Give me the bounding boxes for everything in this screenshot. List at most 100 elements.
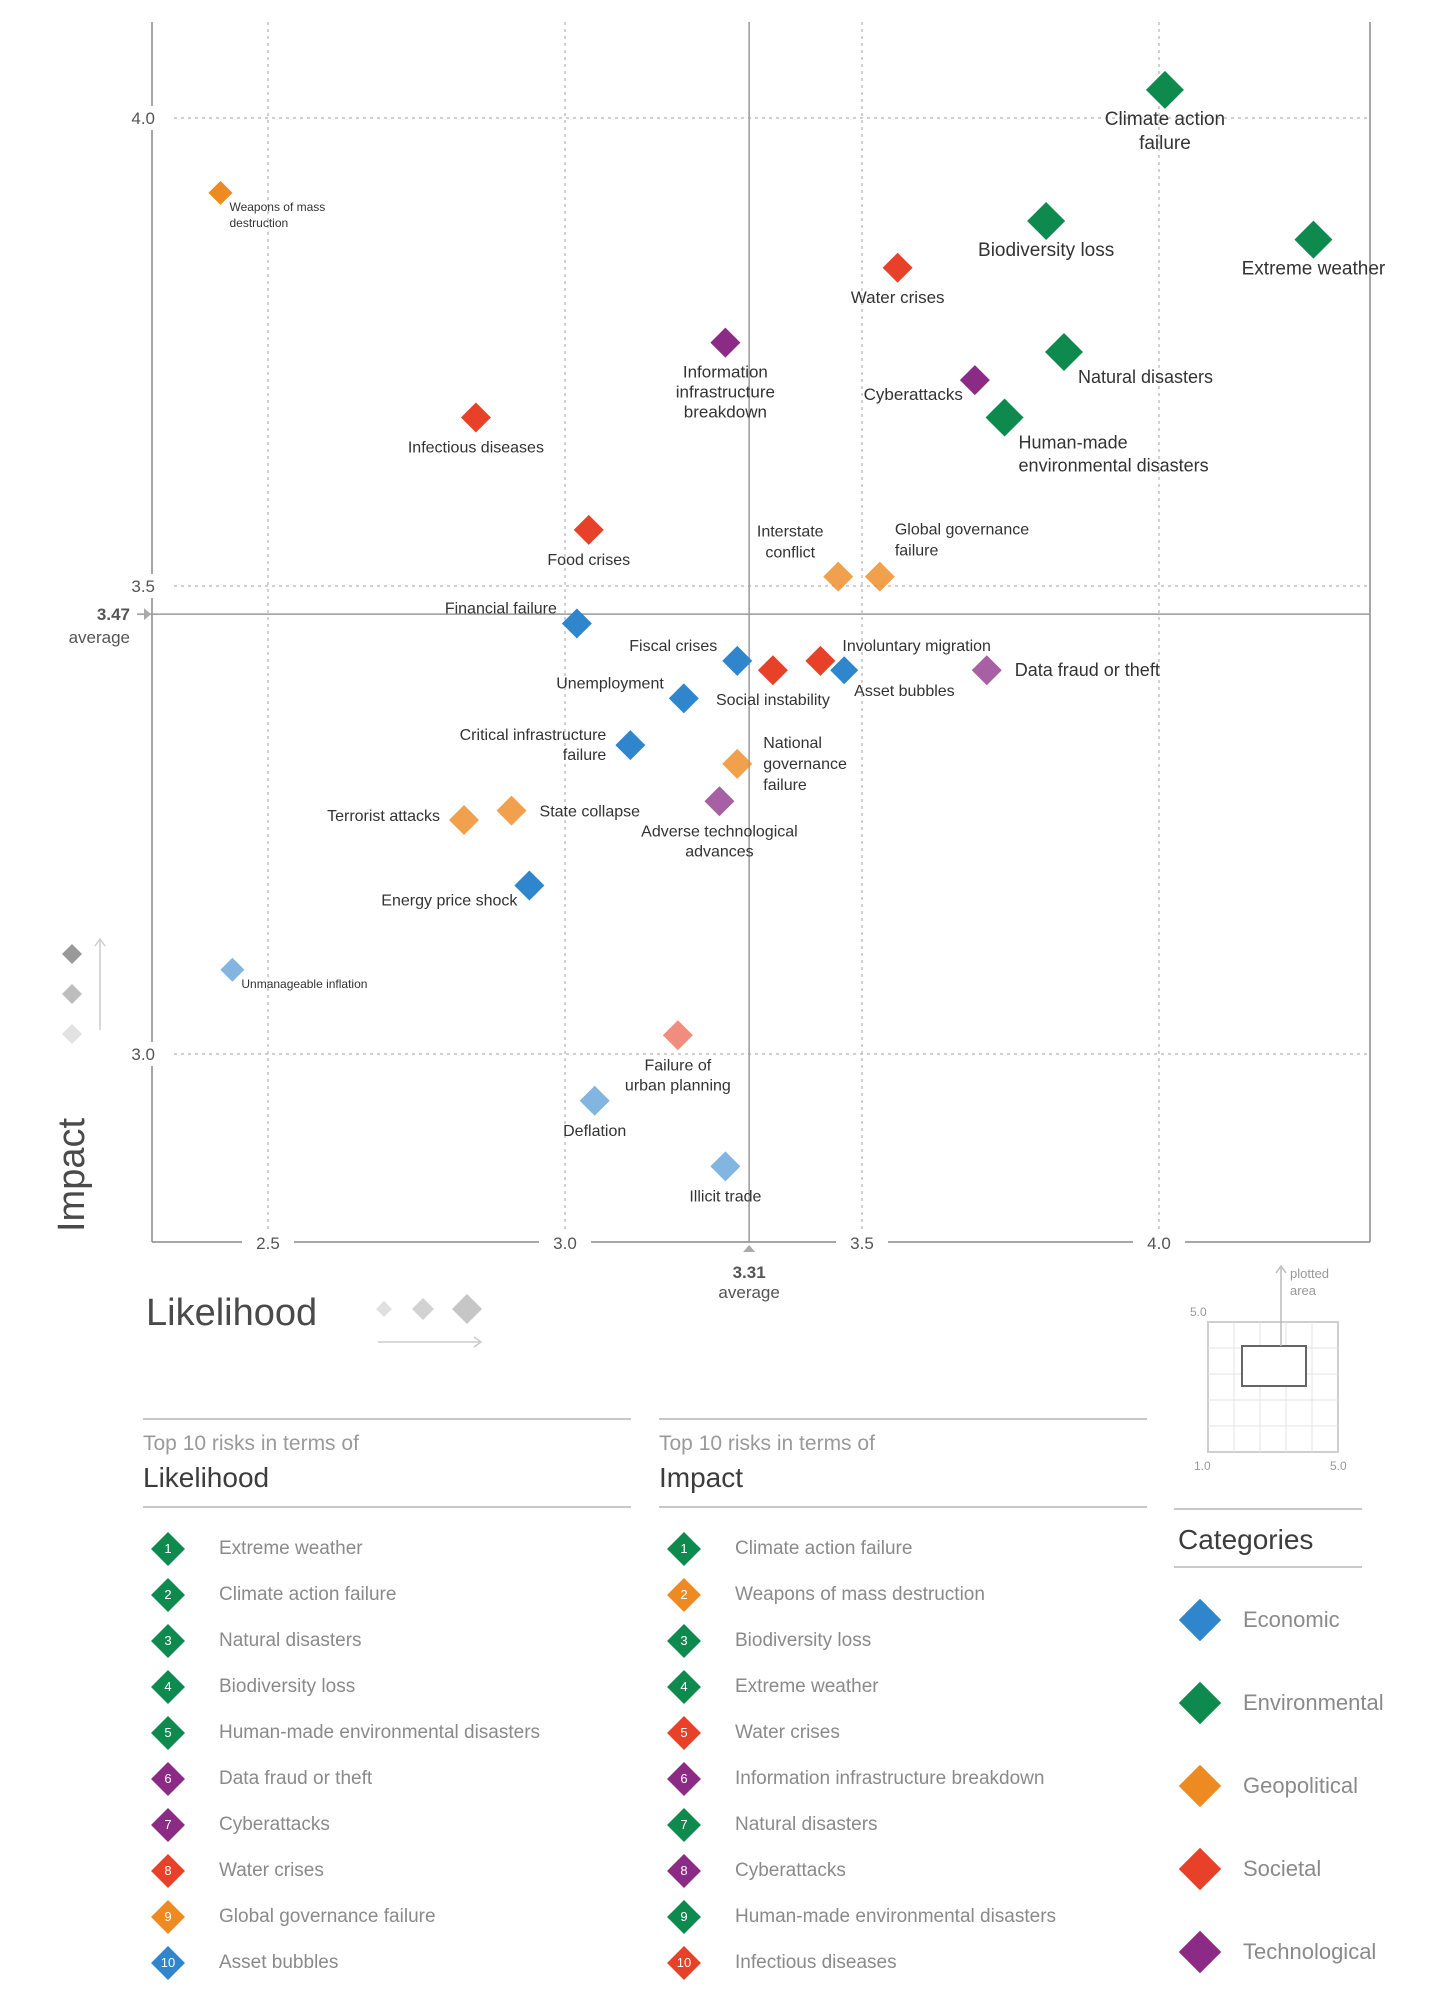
category-diamond-icon [1178,1930,1222,1973]
rank-item-name: Asset bubbles [219,1952,339,1973]
rank-item-name: Infectious diseases [735,1952,897,1973]
y-tick-bg [116,574,166,598]
risk-point-marker [971,655,1002,686]
risk-point-label-line: urban planning [625,1077,731,1094]
likelihood-list: 1 Extreme weather 2 Climate action failure 3… [143,1526,631,1986]
rank-list-item: 8 Cyberattacks [659,1848,1147,1894]
minimap-top-value: 5.0 [1190,1305,1207,1319]
category-label: Societal [1243,1855,1322,1881]
category-legend-item: Technological [1174,1910,1376,1993]
minimap-label-line1: plotted [1290,1266,1329,1281]
risk-point-marker [722,645,753,676]
risk-point-label: Human-made environmental disasters [1019,433,1209,476]
likelihood-top10-panel: Top 10 risks in terms of Likelihood 1 Ext… [143,1418,631,1986]
rank-badge-diamond-icon: 3 [151,1624,185,1658]
category-legend-item: Environmental [1174,1661,1384,1744]
risk-point-label-line: advances [685,843,754,860]
risk-point-label: Information infrastructure breakdown [676,363,775,422]
rank-item-name: Human-made environmental disasters [219,1722,541,1743]
risk-point-label-line: National [763,735,822,752]
risk-point-label-line: Unemployment [556,675,664,692]
risk-point-label-line: conflict [765,545,815,562]
risk-point-label: Extreme weather [1242,259,1386,280]
risk-point-label-line: Financial failure [445,600,557,617]
risk-point-label-line: Adverse technological [641,823,798,840]
rank-item-name: Natural disasters [219,1630,362,1651]
rank-badge-diamond-icon: 4 [151,1670,185,1704]
impact-legend-diamond [62,1024,82,1044]
risk-point-marker [1145,70,1184,109]
rank-item-name: Cyberattacks [735,1860,846,1881]
risk-point-label-line: Asset bubbles [854,683,955,700]
risk-point-label-line: Data fraud or theft [1015,660,1160,680]
risk-point-marker [757,655,788,686]
impact-list-title: Impact [659,1462,744,1493]
rank-number: 1 [164,1541,172,1556]
average-impact-label: average [69,628,130,647]
rank-badge-diamond-icon: 10 [151,1946,185,1980]
rank-badge-diamond-icon: 8 [667,1854,701,1888]
rank-number: 9 [680,1909,688,1924]
rank-badge-diamond-icon: 4 [667,1670,701,1704]
risk-point-label: State collapse [540,804,641,821]
rank-number: 4 [164,1679,172,1694]
risk-point-label: Fiscal crises [629,638,717,655]
risk-point-marker [710,327,741,358]
rank-list-item: 4 Biodiversity loss [143,1664,631,1710]
y-axis-title: Impact [51,1118,93,1232]
risk-point-label-line: Water crises [851,288,945,307]
risk-point-marker [220,957,245,982]
category-label: Technological [1243,1938,1377,1964]
rank-number: 5 [164,1725,172,1740]
risk-point-label: Infectious diseases [408,440,544,457]
rank-item-name: Climate action failure [219,1584,397,1605]
rank-number: 2 [164,1587,172,1602]
rank-list-item: 10 Infectious diseases [659,1940,1147,1986]
risk-point-label: Global governance failure [895,522,1029,560]
rank-item-name: Water crises [735,1722,840,1743]
risk-point-label: Deflation [563,1123,626,1140]
rank-badge-diamond-icon: 2 [667,1578,701,1612]
risk-point-label-line: Natural disasters [1078,367,1213,387]
x-tick-bg [539,1230,591,1254]
risk-point-marker [460,402,491,433]
risk-point-label-line: failure [895,543,939,560]
risk-point-label-line: Food crises [547,552,630,569]
rank-number: 7 [680,1817,688,1832]
risk-point-label: Unemployment [556,675,664,692]
risk-point-marker [573,514,604,545]
risk-point-label-line: infrastructure [676,383,775,402]
rank-list-item: 5 Human-made environmental disasters [143,1710,631,1756]
minimap-label-line2: area [1290,1283,1317,1298]
category-label: Economic [1243,1606,1340,1632]
risk-point-label-line: Cyberattacks [864,385,963,404]
x-tick-label: 2.5 [256,1234,280,1253]
rank-number: 8 [164,1863,172,1878]
rank-number: 4 [680,1679,688,1694]
category-legend-item: Economic [1174,1578,1362,1661]
risk-point-label-line: Terrorist attacks [327,808,440,825]
rank-badge-diamond-icon: 5 [151,1716,185,1750]
rank-number: 6 [164,1771,172,1786]
rank-number: 8 [680,1863,688,1878]
rank-item-name: Biodiversity loss [735,1630,872,1651]
risk-point-label-line: Climate action [1105,109,1225,130]
risk-point-label: Food crises [547,552,630,569]
impact-legend-arrowhead [94,937,106,947]
average-impact-marker [144,608,151,621]
rank-badge-diamond-icon: 10 [667,1946,701,1980]
x-tick-bg [836,1230,888,1254]
rank-item-name: Global governance failure [219,1906,436,1927]
y-tick-bg [116,1042,166,1066]
rank-badge-diamond-icon: 3 [667,1624,701,1658]
risk-point-marker [704,786,735,817]
risk-point-label: National governance failure [763,735,847,794]
risk-point-marker [722,748,753,779]
risk-point-marker [668,683,699,714]
y-tick-label: 4.0 [131,109,155,128]
rank-number: 10 [160,1955,176,1970]
risk-point-label: Water crises [851,288,945,307]
average-likelihood-label: average [718,1283,779,1302]
rank-item-name: Extreme weather [735,1676,879,1697]
likelihood-legend-arrowhead [473,1336,483,1348]
